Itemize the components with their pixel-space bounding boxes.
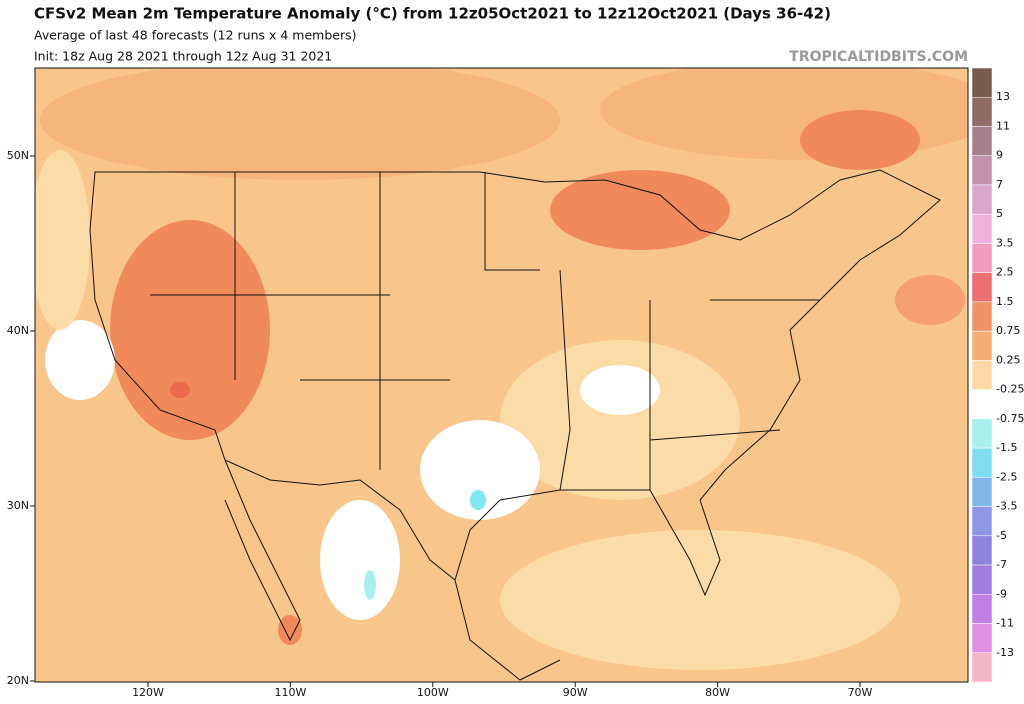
colorbar-label: 1.5 <box>996 295 1014 308</box>
colorbar-label: -0.75 <box>996 412 1024 425</box>
lat-label: 20N <box>7 674 29 687</box>
colorbar-label: 5 <box>996 207 1003 220</box>
init-line: Init: 18z Aug 28 2021 through 12z Aug 31… <box>34 49 332 64</box>
colorbar-label: 0.75 <box>996 324 1021 337</box>
colorbar-label: 13 <box>996 90 1010 103</box>
map <box>34 67 969 683</box>
lon-label: 100W <box>417 686 449 699</box>
colorbar-label: -2.5 <box>996 470 1017 483</box>
colorbar-label: 0.25 <box>996 353 1021 366</box>
colorbar-bin <box>971 594 993 624</box>
colorbar-label: -11 <box>996 617 1014 630</box>
colorbar-label: 11 <box>996 119 1010 132</box>
colorbar-bin <box>971 389 993 420</box>
lon-label: 80W <box>705 686 730 699</box>
colorbar-label: 3.5 <box>996 236 1014 249</box>
colorbar-bin <box>971 213 993 244</box>
lon-label: 70W <box>848 686 873 699</box>
colorbar-label: 7 <box>996 178 1003 191</box>
colorbar-bin <box>971 96 993 127</box>
colorbar-bin <box>971 623 993 654</box>
colorbar-label: -1.5 <box>996 441 1017 454</box>
colorbar-bin <box>971 184 993 215</box>
colorbar-bin <box>971 155 993 186</box>
colorbar-bin <box>971 243 993 273</box>
colorbar-label: -3.5 <box>996 500 1017 513</box>
colorbar-label: -13 <box>996 646 1014 659</box>
colorbar: 13 11 9 7 5 3.5 2.5 1.5 0.75 0.25 -0.25 -0.75 -1.5 -2… <box>971 67 1024 683</box>
watermark: TROPICALTIDBITS.COM <box>789 49 968 65</box>
colorbar-bin <box>971 564 993 595</box>
colorbar-label: 2.5 <box>996 266 1014 279</box>
colorbar-bin <box>971 126 993 156</box>
lat-label: 40N <box>7 324 29 337</box>
colorbar-label: -7 <box>996 558 1007 571</box>
colorbar-bin <box>971 418 993 449</box>
lon-label: 90W <box>563 686 588 699</box>
colorbar-bin <box>971 447 993 478</box>
colorbar-bin <box>971 272 993 303</box>
colorbar-label: -5 <box>996 529 1007 542</box>
lat-label: 50N <box>7 149 29 162</box>
colorbar-bin <box>971 301 993 332</box>
lat-label: 30N <box>7 499 29 512</box>
title: CFSv2 Mean 2m Temperature Anomaly (°C) f… <box>34 5 831 23</box>
lon-label: 110W <box>274 686 306 699</box>
map-frame <box>34 67 969 683</box>
colorbar-bin <box>971 652 993 683</box>
colorbar-label: 9 <box>996 149 1003 162</box>
colorbar-bin <box>971 535 993 566</box>
colorbar-bin <box>971 360 993 390</box>
subtitle: Average of last 48 forecasts (12 runs x … <box>34 28 356 43</box>
axes: 50N 40N 30N 20N 120W 110W 100W 90W 80W 70W <box>7 149 873 699</box>
colorbar-bin <box>971 477 993 507</box>
colorbar-label: -9 <box>996 587 1007 600</box>
colorbar-label: -0.25 <box>996 383 1024 396</box>
colorbar-bin <box>971 67 993 98</box>
lon-label: 120W <box>132 686 164 699</box>
colorbar-bin <box>971 506 993 537</box>
colorbar-bin <box>971 330 993 361</box>
